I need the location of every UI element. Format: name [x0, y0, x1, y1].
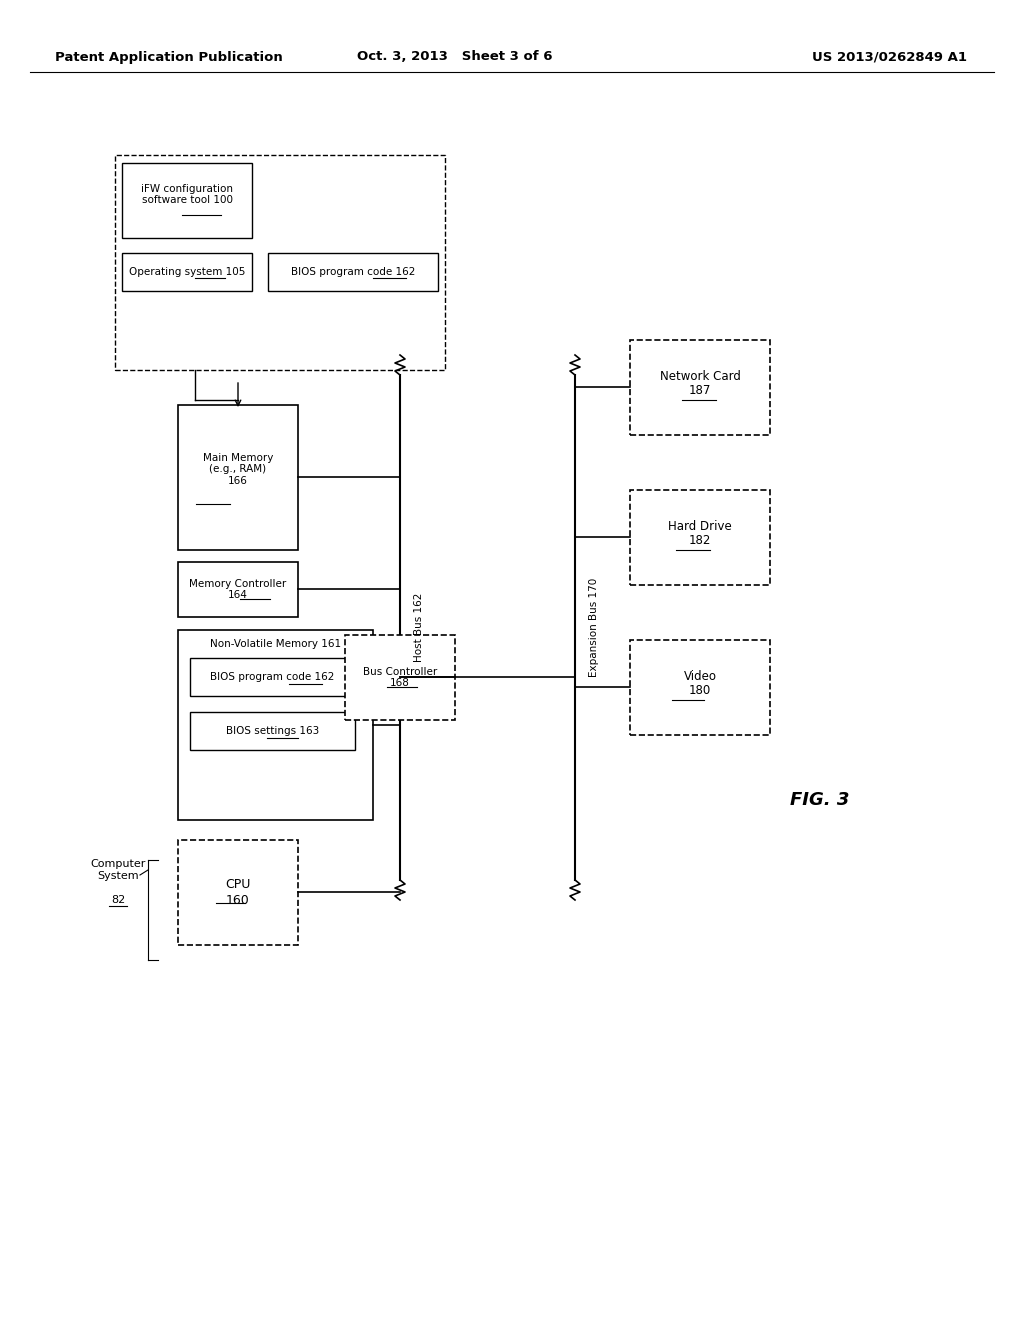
Bar: [630, 640, 770, 735]
Bar: [178, 405, 298, 550]
Text: CPU
160: CPU 160: [225, 879, 251, 907]
Text: Oct. 3, 2013   Sheet 3 of 6: Oct. 3, 2013 Sheet 3 of 6: [357, 50, 553, 63]
Bar: [122, 253, 252, 290]
Text: Network Card
187: Network Card 187: [659, 370, 740, 397]
Bar: [630, 490, 770, 585]
Text: Computer
System: Computer System: [90, 859, 145, 880]
Text: US 2013/0262849 A1: US 2013/0262849 A1: [812, 50, 968, 63]
Text: Expansion Bus 170: Expansion Bus 170: [589, 577, 599, 677]
Bar: [178, 840, 298, 945]
Bar: [178, 562, 298, 616]
Text: Memory Controller
164: Memory Controller 164: [189, 578, 287, 601]
Text: iFW configuration
software tool 100: iFW configuration software tool 100: [141, 183, 233, 206]
Bar: [268, 253, 438, 290]
Bar: [122, 162, 252, 238]
Text: Non-Volatile Memory 161: Non-Volatile Memory 161: [210, 639, 341, 649]
Text: FIG. 3: FIG. 3: [791, 791, 850, 809]
Bar: [178, 630, 373, 820]
Text: Host Bus 162: Host Bus 162: [414, 593, 424, 661]
Text: Hard Drive
182: Hard Drive 182: [668, 520, 732, 548]
Bar: [345, 635, 455, 719]
Text: BIOS program code 162: BIOS program code 162: [291, 267, 415, 277]
Text: BIOS settings 163: BIOS settings 163: [226, 726, 319, 737]
Text: Video
180: Video 180: [683, 669, 717, 697]
Text: Main Memory
(e.g., RAM)
166: Main Memory (e.g., RAM) 166: [203, 453, 273, 486]
Bar: [630, 341, 770, 436]
Bar: [115, 154, 445, 370]
Bar: [190, 657, 355, 696]
Text: BIOS program code 162: BIOS program code 162: [210, 672, 335, 682]
Text: 82: 82: [111, 895, 125, 906]
Bar: [190, 711, 355, 750]
Text: Patent Application Publication: Patent Application Publication: [55, 50, 283, 63]
Text: Bus Controller
168: Bus Controller 168: [362, 667, 437, 688]
Text: Operating system 105: Operating system 105: [129, 267, 245, 277]
